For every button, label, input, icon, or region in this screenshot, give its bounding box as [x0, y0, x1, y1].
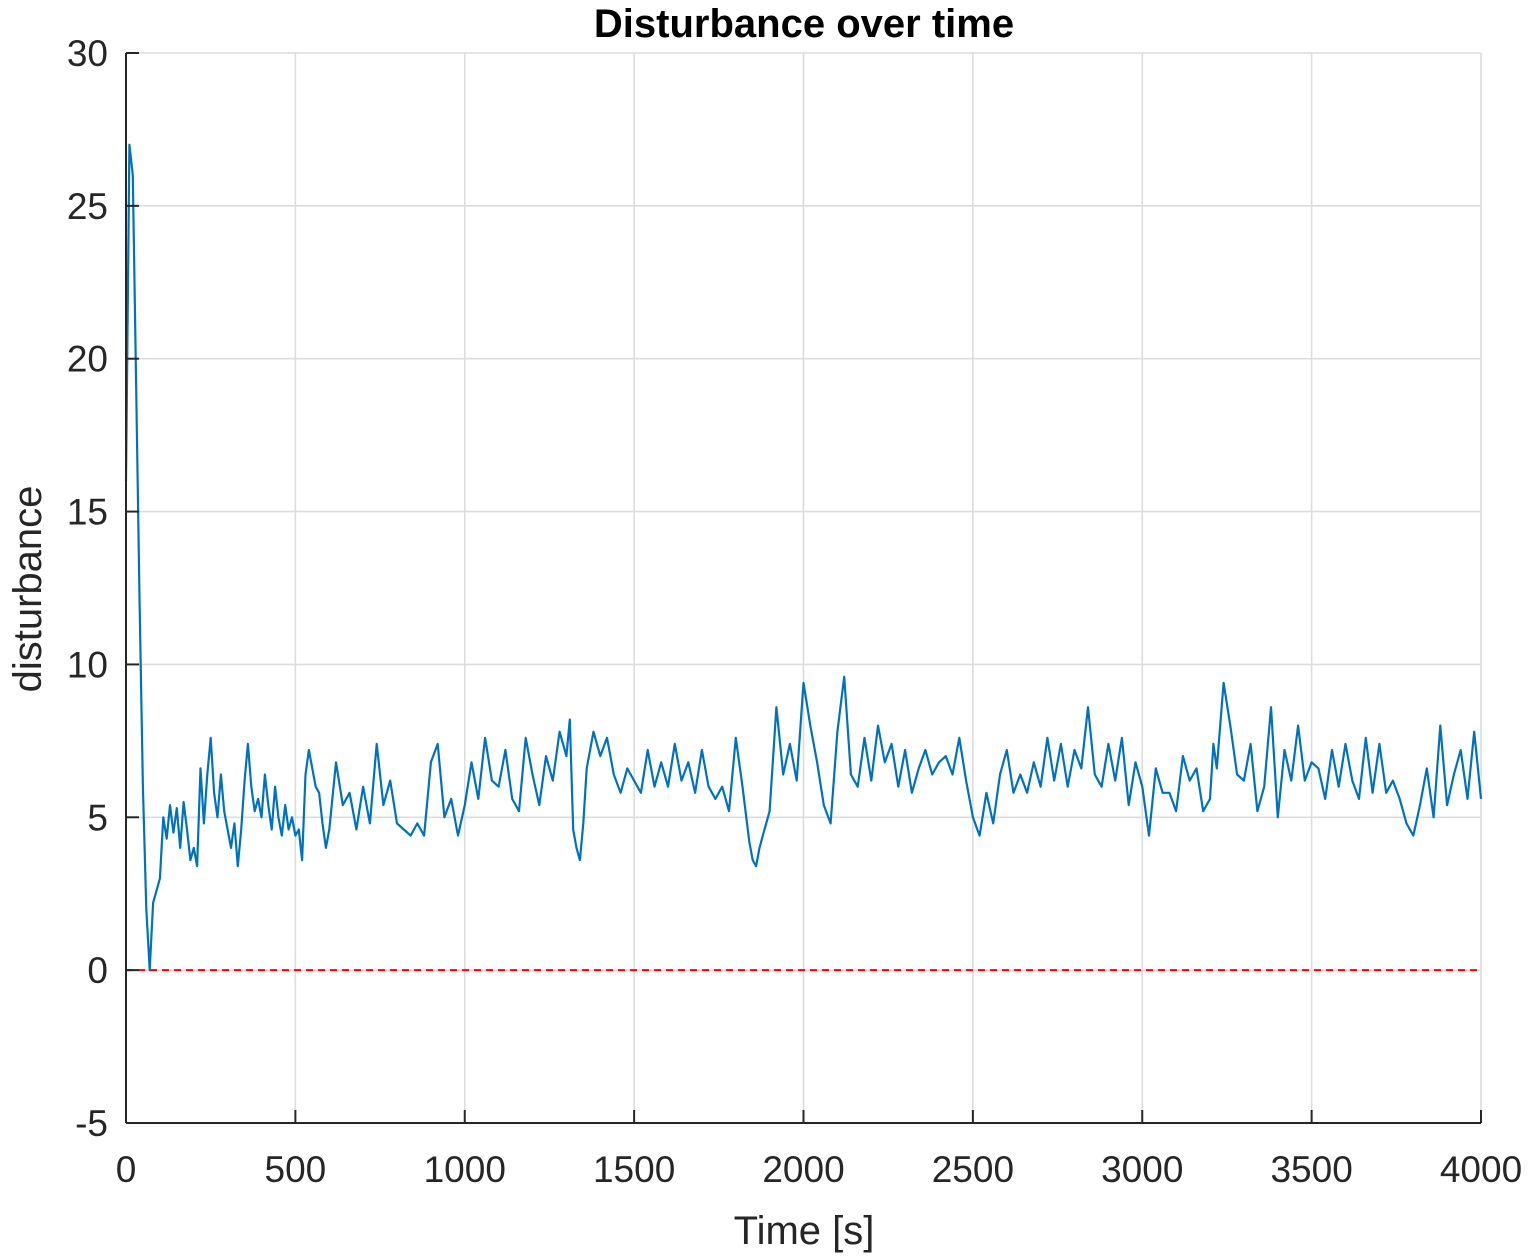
x-axis-label: Time [s]	[734, 1209, 875, 1253]
x-tick-label: 3500	[1270, 1149, 1352, 1190]
x-tick-label: 0	[116, 1149, 137, 1190]
plot-series	[124, 143, 1483, 972]
y-tick-label: 25	[67, 186, 108, 227]
x-tick-label: 2500	[932, 1149, 1014, 1190]
x-tick-label: 1000	[424, 1149, 506, 1190]
disturbance-line	[124, 143, 1483, 972]
grid-lines	[125, 52, 1482, 1124]
y-axis-label: disturbance	[6, 486, 50, 693]
x-tick-label: 4000	[1440, 1149, 1522, 1190]
axes	[125, 52, 1482, 1124]
y-tick-label: 5	[87, 797, 108, 838]
y-tick-label: -5	[75, 1103, 108, 1144]
chart-title: Disturbance over time	[594, 2, 1014, 46]
x-tick-label: 1500	[593, 1149, 675, 1190]
y-tick-label: 15	[67, 492, 108, 533]
tick-labels: 0 500 1000 1500 2000 2500 3000 3500 4000-5051015…	[67, 33, 1522, 1190]
x-tick-label: 500	[265, 1149, 327, 1190]
x-tick-label: 3000	[1101, 1149, 1183, 1190]
x-tick-label: 2000	[762, 1149, 844, 1190]
y-tick-label: 0	[87, 950, 108, 991]
y-tick-label: 10	[67, 644, 108, 685]
y-tick-label: 20	[67, 339, 108, 380]
y-tick-label: 30	[67, 33, 108, 74]
